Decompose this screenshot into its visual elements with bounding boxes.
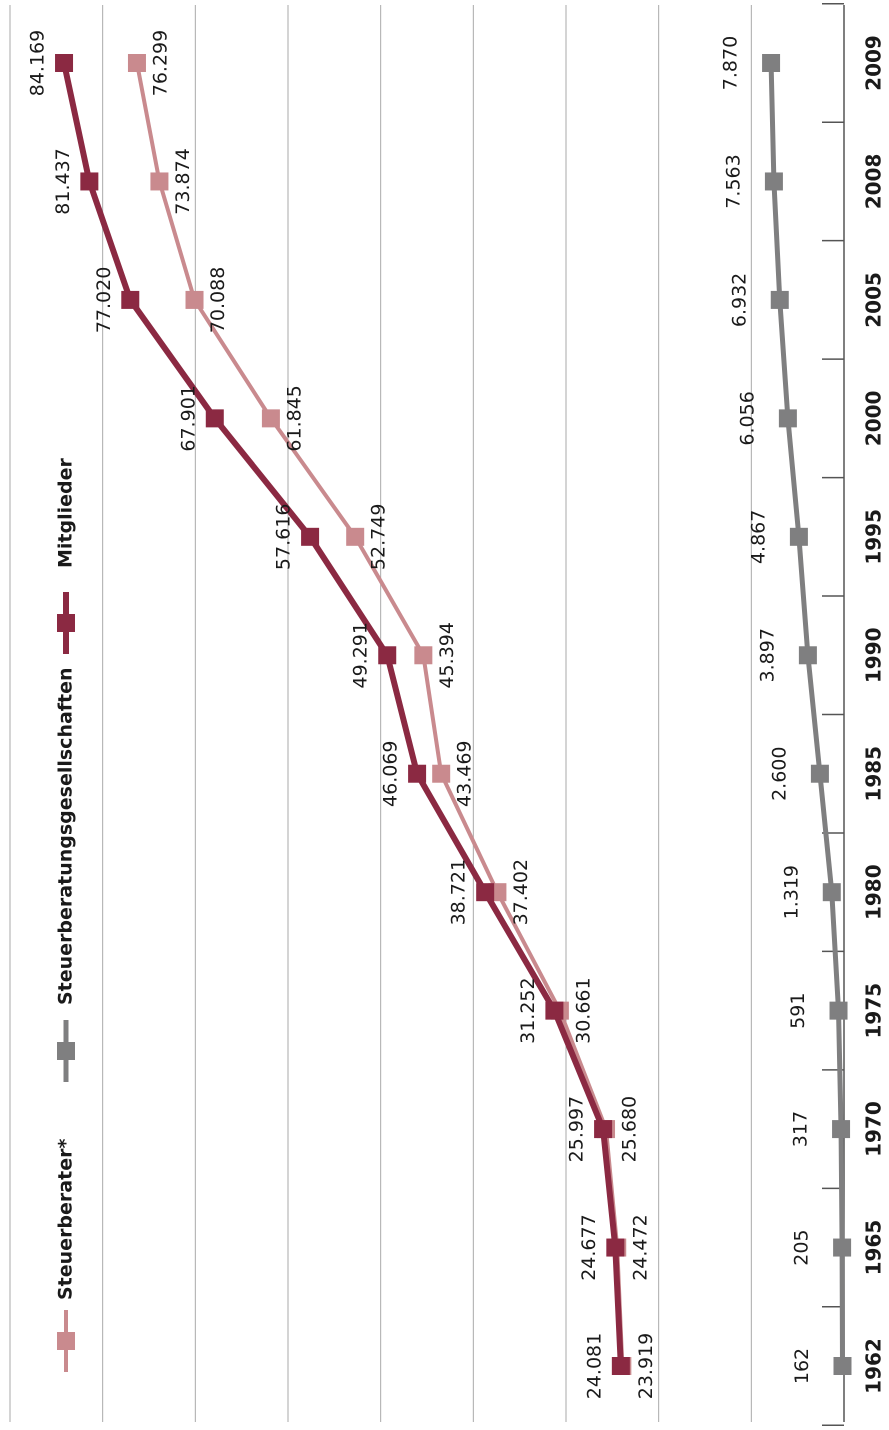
data-label: 43.469 — [454, 740, 476, 806]
marker — [414, 646, 433, 665]
data-label: 46.069 — [380, 740, 402, 806]
data-label: 30.661 — [572, 977, 594, 1043]
legend-label: Mitglieder — [55, 457, 77, 568]
marker — [764, 172, 783, 191]
series: 162 205 317 591 1.319 2.600 3.897 4.867 6.056 6.9… — [720, 36, 852, 1384]
data-label: 24.677 — [578, 1214, 600, 1280]
data-label: 70.088 — [207, 267, 229, 333]
data-label: 57.616 — [273, 504, 295, 570]
marker — [127, 54, 146, 72]
marker — [80, 172, 99, 191]
marker — [594, 1120, 613, 1139]
data-label: 84.169 — [27, 30, 49, 96]
legend-marker — [57, 1042, 75, 1060]
data-label: 591 — [787, 993, 809, 1029]
data-label: 4.867 — [747, 510, 769, 564]
data-label: 77.020 — [93, 267, 115, 333]
legend-marker — [57, 1332, 75, 1350]
data-label: 61.845 — [283, 385, 305, 451]
legend-label: Steuerberater* — [55, 1139, 77, 1300]
x-tick-label: 2009 — [862, 35, 886, 91]
marker — [545, 1001, 564, 1020]
marker — [150, 172, 169, 191]
data-label: 7.870 — [720, 36, 742, 90]
data-label: 24.081 — [583, 1333, 605, 1399]
data-label: 37.402 — [510, 859, 532, 925]
marker — [770, 290, 789, 309]
data-label: 2.600 — [768, 747, 790, 801]
series-line — [61, 62, 624, 1367]
marker — [778, 409, 797, 428]
data-label: 6.056 — [736, 391, 758, 445]
data-label: 317 — [790, 1111, 812, 1147]
data-label: 7.563 — [722, 154, 744, 208]
marker — [611, 1357, 630, 1375]
marker — [301, 527, 320, 546]
data-label: 73.874 — [172, 148, 194, 214]
x-tick-label: 2005 — [862, 272, 886, 328]
data-label: 25.997 — [566, 1096, 588, 1162]
marker — [762, 54, 781, 72]
marker — [261, 409, 280, 428]
series: 23.919 24.472 25.680 30.661 37.402 43.469 45.3… — [127, 30, 657, 1399]
data-label: 23.919 — [635, 1333, 657, 1399]
x-tick-label: 1985 — [862, 746, 886, 802]
marker — [378, 646, 397, 665]
data-label: 49.291 — [350, 622, 372, 688]
marker — [432, 764, 451, 783]
marker — [408, 764, 427, 783]
marker — [476, 883, 495, 902]
marker — [121, 290, 140, 309]
data-label: 3.897 — [756, 628, 778, 682]
x-tick-label: 1970 — [862, 1101, 886, 1157]
marker — [833, 1238, 852, 1257]
legend: Steuerberater* Steuerberatungsgesellscha… — [55, 457, 77, 1372]
series-line — [768, 62, 845, 1367]
marker — [205, 409, 224, 428]
marker — [606, 1238, 625, 1257]
data-label: 6.932 — [728, 273, 750, 327]
series: 24.081 24.677 25.997 31.252 38.721 46.069 49.2… — [27, 30, 630, 1399]
x-tick-label: 1975 — [862, 983, 886, 1039]
marker — [832, 1120, 851, 1139]
x-tick-label: 1995 — [862, 509, 886, 565]
data-label: 1.319 — [780, 865, 802, 919]
data-label: 25.680 — [619, 1096, 641, 1162]
data-label: 81.437 — [52, 148, 74, 214]
marker — [810, 764, 829, 783]
data-label: 67.901 — [177, 385, 199, 451]
marker — [346, 527, 365, 546]
data-label: 45.394 — [436, 622, 458, 688]
marker — [833, 1357, 852, 1375]
data-label: 31.252 — [517, 977, 539, 1043]
data-label: 76.299 — [149, 30, 171, 96]
grid — [9, 3, 845, 1426]
marker — [822, 883, 841, 902]
x-tick-label: 1990 — [862, 627, 886, 683]
marker — [789, 527, 808, 546]
marker — [798, 646, 817, 665]
data-label: 162 — [791, 1348, 813, 1384]
x-tick-label: 1965 — [862, 1220, 886, 1276]
data-label: 52.749 — [368, 504, 390, 570]
x-tick-label: 1980 — [862, 864, 886, 920]
x-tick-label: 2008 — [862, 154, 886, 210]
marker — [55, 54, 74, 72]
data-label: 38.721 — [448, 859, 470, 925]
marker — [185, 290, 204, 309]
legend-marker — [57, 614, 75, 632]
data-label: 205 — [791, 1229, 813, 1265]
x-tick-label: 1962 — [862, 1338, 886, 1394]
series-line — [134, 62, 625, 1367]
x-tick-label: 2000 — [862, 391, 886, 447]
data-label: 24.472 — [630, 1214, 652, 1280]
legend-label: Steuerberatungsgesellschaften — [55, 667, 77, 1005]
marker — [829, 1001, 848, 1020]
